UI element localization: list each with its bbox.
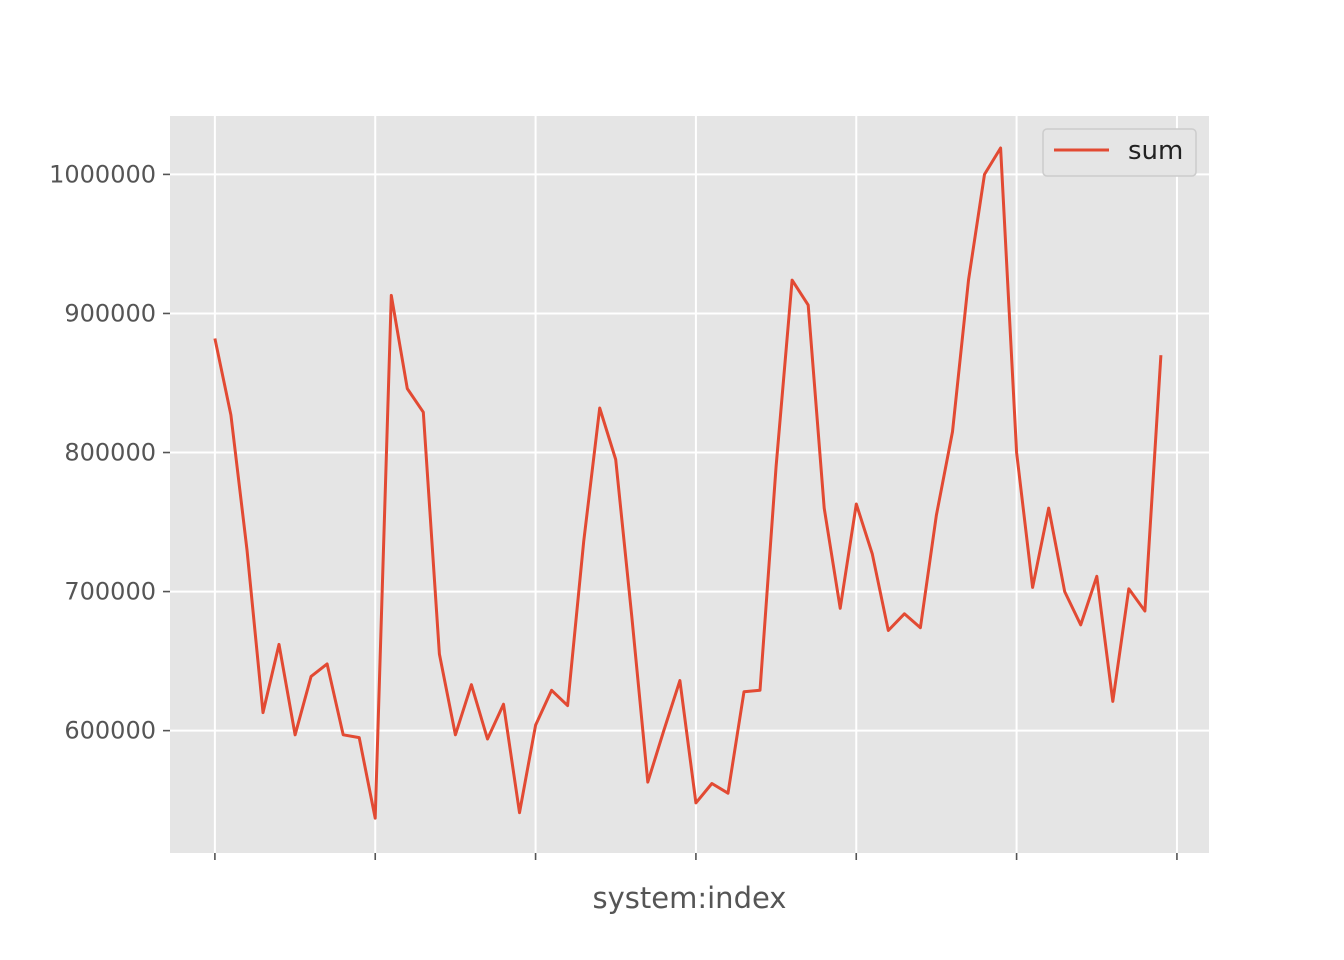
grid-lines [170, 116, 1209, 853]
y-tick-label: 700000 [64, 578, 156, 606]
y-tick-label: 900000 [64, 299, 156, 327]
axis-ticks: 600000 700000 800000 900000 1000000 [49, 160, 1178, 860]
legend: sum [1042, 128, 1197, 177]
legend-box [1042, 128, 1197, 177]
series-line-sum [213, 146, 1163, 820]
series-group [213, 146, 1163, 820]
legend-label-sum: sum [1128, 136, 1183, 166]
x-axis-label: system:index [593, 881, 787, 915]
y-tick-label: 800000 [64, 439, 156, 467]
y-tick-label: 1000000 [49, 160, 156, 188]
y-tick-label: 600000 [64, 717, 156, 745]
